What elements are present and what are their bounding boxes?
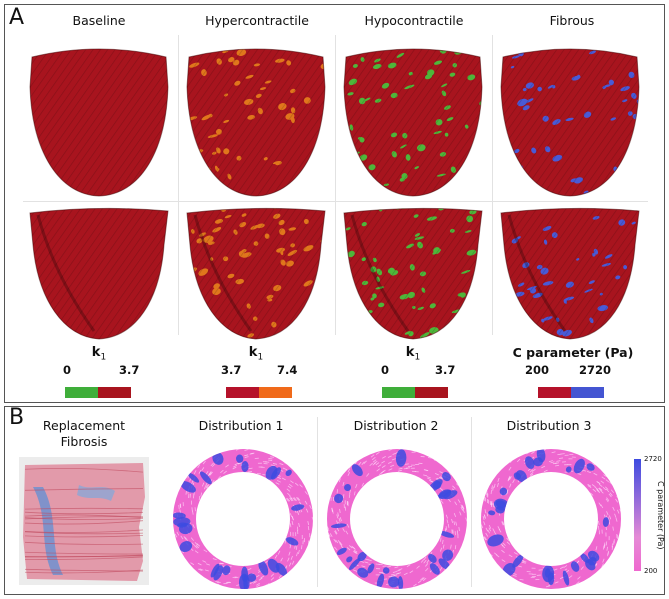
panel-b: B Replacement Fibrosis Distribution 1 Di… xyxy=(4,405,665,595)
heart-fibrous-cut-view xyxy=(500,207,640,340)
column-title-hypocontractile: Hypocontractile xyxy=(364,13,464,28)
legend-min: 200 xyxy=(525,363,550,377)
legend-max: 2720 xyxy=(579,363,612,377)
heart-baseline-outer-view xyxy=(29,48,169,197)
legend-max: 3.7 xyxy=(435,363,456,377)
tissue-title-line2: Fibrosis xyxy=(60,434,108,449)
distribution-3-ring xyxy=(481,449,621,589)
panel-a-label: A xyxy=(9,5,25,30)
heart-hypocontractile-outer-view xyxy=(343,48,483,197)
legend-max: 3.7 xyxy=(119,363,140,377)
panel-b-label: B xyxy=(9,405,25,430)
legend-label-k1: k1 xyxy=(405,345,421,363)
legend-label-c-parameter: C parameter (Pa) xyxy=(512,345,634,360)
column-divider xyxy=(178,35,179,335)
column-title-hypercontractile: Hypercontractile xyxy=(205,13,309,28)
distribution-1-title: Distribution 1 xyxy=(198,418,284,433)
column-divider xyxy=(492,35,493,335)
column-title-fibrous: Fibrous xyxy=(549,13,595,28)
legend-min: 3.7 xyxy=(221,363,242,377)
legend-min: 0 xyxy=(63,363,72,377)
distribution-1-ring xyxy=(173,449,313,589)
replacement-fibrosis-histology-image xyxy=(19,457,149,585)
distribution-2-ring xyxy=(327,449,467,589)
heart-baseline-cut-view xyxy=(29,207,169,340)
legend-label-k1: k1 xyxy=(248,345,264,363)
colorbar-max-label: 2720 xyxy=(644,455,662,463)
legend-colorbar-c-parameter xyxy=(538,387,604,398)
heart-fibrous-outer-view xyxy=(500,48,640,197)
colorbar-min-label: 200 xyxy=(644,567,658,575)
legend-colorbar-k1-hypo-baseline xyxy=(65,387,131,398)
tissue-title-line1: Replacement xyxy=(42,418,126,433)
heart-hypercontractile-cut-view xyxy=(186,207,326,340)
heart-hypercontractile-outer-view xyxy=(186,48,326,197)
distribution-2-title: Distribution 2 xyxy=(353,418,439,433)
heart-hypocontractile-cut-view xyxy=(343,207,483,340)
legend-max: 7.4 xyxy=(277,363,298,377)
column-divider xyxy=(317,417,318,587)
legend-label-k1: k1 xyxy=(91,345,107,363)
colorbar-title: C parameter (Pa) xyxy=(656,481,665,550)
panel-a: A Baseline Hypercontractile Hypocontract… xyxy=(4,4,665,403)
row-divider xyxy=(23,201,648,202)
legend-colorbar-k1-hyper xyxy=(226,387,292,398)
c-parameter-colorbar xyxy=(634,459,641,571)
legend-min: 0 xyxy=(381,363,390,377)
column-divider xyxy=(335,35,336,335)
legend-colorbar-k1-hypo xyxy=(382,387,448,398)
column-divider xyxy=(471,417,472,587)
column-title-baseline: Baseline xyxy=(72,13,126,28)
distribution-3-title: Distribution 3 xyxy=(506,418,592,433)
